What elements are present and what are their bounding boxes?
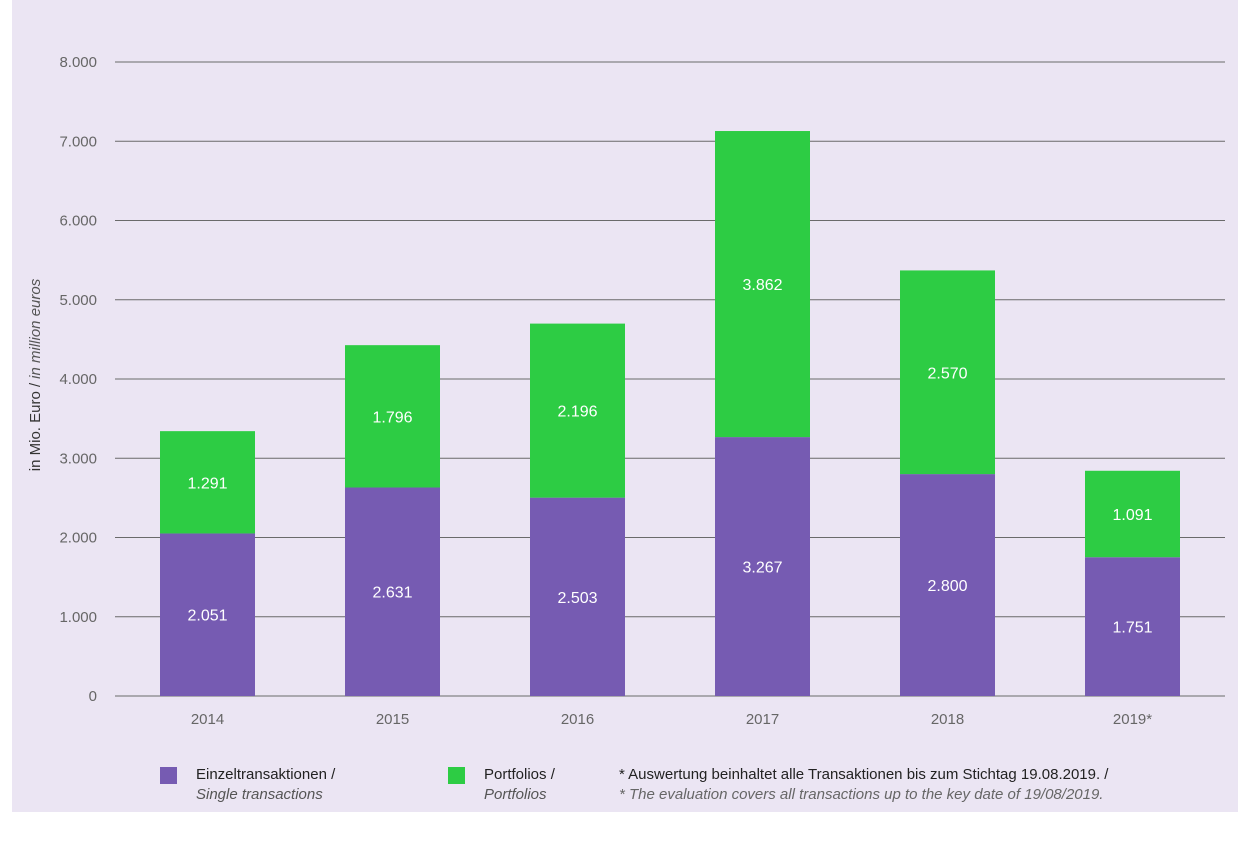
x-tick-label: 2019* [1113, 711, 1152, 728]
bar-segment [1085, 557, 1180, 696]
y-tick-label: 7.000 [59, 133, 97, 150]
footnote-de: * Auswertung beinhaltet alle Transaktion… [619, 766, 1109, 783]
y-tick-label: 5.000 [59, 292, 97, 309]
bar-data-label: 2.631 [372, 585, 412, 602]
gridlines [115, 61, 1225, 697]
y-axis-label-de: in Mio. Euro / [27, 382, 44, 471]
bar-data-label: 2.196 [557, 404, 597, 421]
bar-segment [900, 474, 995, 696]
x-tick-label: 2018 [931, 711, 964, 728]
bar-segment [715, 437, 810, 696]
legend-label-portfolio-de: Portfolios / [484, 766, 555, 783]
legend-label-single-en: Single transactions [196, 786, 323, 803]
y-tick-label: 1.000 [59, 609, 97, 626]
bar-data-label: 2.051 [187, 608, 227, 625]
legend-label-portfolio-en: Portfolios [484, 786, 547, 803]
legend-swatch-portfolio [448, 767, 465, 784]
y-tick-label: 2.000 [59, 530, 97, 547]
footnote: * Auswertung beinhaltet alle Transaktion… [619, 765, 1108, 805]
bar-segment [160, 533, 255, 696]
legend-swatch-single [160, 767, 177, 784]
x-tick-label: 2015 [376, 711, 409, 728]
y-axis-ticks: 0 1.000 2.000 3.000 4.000 5.000 6.000 7.000 8.00… [59, 54, 97, 705]
x-axis-ticks: 2014 2015 2016 2017 2018 2019* [191, 711, 1152, 728]
bar-segment [900, 270, 995, 475]
footnote-en: * The evaluation covers all transactions… [619, 786, 1104, 803]
y-tick-label: 8.000 [59, 54, 97, 71]
y-axis-label: in Mio. Euro / in million euros [27, 278, 44, 471]
bar-data-label: 2.503 [557, 590, 597, 607]
y-tick-label: 4.000 [59, 371, 97, 388]
bar-data-label: 1.291 [187, 475, 227, 492]
bar-data-label: 2.800 [927, 578, 967, 595]
x-tick-label: 2017 [746, 711, 779, 728]
x-tick-label: 2016 [561, 711, 594, 728]
bar-data-label: 2.570 [927, 365, 967, 382]
bar-segment [160, 431, 255, 534]
y-tick-label: 3.000 [59, 450, 97, 467]
y-tick-label: 6.000 [59, 213, 97, 230]
bars: 2.051 1.291 2.631 1.796 2.503 2.196 3.267 3.862… [160, 131, 1180, 696]
bar-data-label: 1.091 [1112, 507, 1152, 524]
bar-data-label: 3.267 [742, 560, 782, 577]
legend-label-single-de: Einzeltransaktionen / [196, 766, 336, 783]
x-tick-label: 2014 [191, 711, 224, 728]
bar-segment [530, 497, 625, 696]
bar-segment [345, 345, 440, 488]
bar-segment [530, 323, 625, 498]
y-axis-label-en: in million euros [27, 278, 44, 379]
bar-segment [345, 487, 440, 696]
bar-data-label: 1.796 [372, 409, 412, 426]
bar-data-label: 1.751 [1112, 620, 1152, 637]
y-tick-label: 0 [89, 688, 97, 705]
bar-segment [715, 131, 810, 438]
bar-segment [1085, 470, 1180, 558]
bar-data-label: 3.862 [742, 277, 782, 294]
